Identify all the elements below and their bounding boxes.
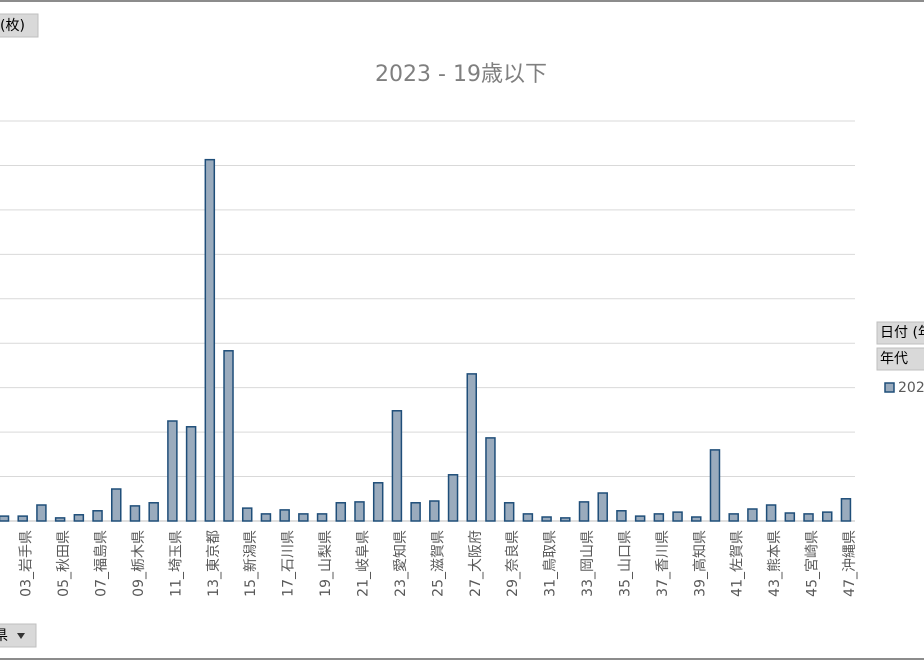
x-tick-label: 19_山梨県 (318, 530, 334, 597)
bar (17, 515, 28, 522)
x-tick-label: 33_岡山県 (580, 530, 596, 597)
legend-field-button[interactable]: 日付 (年 (876, 321, 924, 345)
bar (429, 500, 440, 522)
button-label: 日付 (年 (880, 325, 924, 341)
bar (241, 507, 253, 522)
bar (728, 513, 739, 522)
bar (522, 513, 534, 522)
chart-title: 2023 - 19歳以下 (375, 62, 547, 87)
button-label: 年代 (880, 351, 908, 367)
x-tick-label: 47_沖縄県 (842, 530, 858, 597)
legend-label: 2023 (898, 380, 924, 396)
bar (560, 517, 571, 522)
x-tick-label: 37_香川県 (655, 530, 671, 597)
bar (765, 504, 777, 522)
bar (485, 437, 496, 522)
button-label: 県 (0, 628, 8, 644)
button-bg (876, 321, 924, 345)
x-tick-label: 09_栃木県 (131, 530, 147, 597)
legend-item: 2023 (884, 380, 924, 396)
bar (335, 502, 347, 522)
bar (167, 420, 178, 522)
bar (578, 501, 590, 522)
bar (260, 513, 272, 522)
bar (709, 449, 721, 522)
x-tick-label: 25_滋賀県 (430, 530, 446, 597)
legend-swatch (884, 382, 895, 393)
bar (653, 513, 665, 522)
x-tick-label: 31_鳥取県 (543, 530, 559, 597)
x-tick-label: 29_奈良県 (505, 530, 521, 597)
bar (840, 498, 852, 522)
bar (747, 508, 758, 522)
x-tick-label: 27_大阪府 (468, 530, 484, 597)
bar (616, 510, 627, 522)
x-tick-label: 11_埼玉県 (168, 530, 184, 597)
bar (503, 502, 515, 522)
bar (466, 373, 477, 522)
x-tick-label: 13_東京都 (206, 530, 222, 597)
bar (372, 482, 384, 522)
bar (391, 410, 403, 522)
bar (541, 516, 552, 522)
x-tick-label: 23_愛知県 (392, 530, 409, 597)
x-tick-label: 03_岩手県 (19, 530, 35, 597)
dropdown-arrow (17, 633, 25, 639)
bar (185, 426, 197, 522)
bar (54, 517, 66, 522)
bar (204, 158, 216, 522)
bar (354, 501, 365, 522)
bar (111, 488, 122, 522)
bar (0, 515, 10, 522)
x-tick-label: 15_新潟県 (243, 530, 259, 597)
x-tick-label: 41_佐賀県 (730, 530, 746, 597)
value-field-button[interactable]: (枚) (0, 13, 39, 38)
button-label: (枚) (0, 18, 25, 34)
bar (73, 514, 85, 522)
button-bg (0, 623, 37, 648)
bar (36, 504, 47, 522)
bar (672, 511, 683, 522)
x-tick-label: 05_秋田県 (56, 530, 72, 597)
bar (129, 505, 141, 522)
button-bg (0, 13, 39, 38)
bar (298, 513, 309, 522)
x-tick-label: 21_岐阜県 (354, 530, 371, 597)
bar (821, 511, 833, 522)
bar (279, 509, 290, 522)
bar (148, 502, 159, 522)
x-tick-label: 07_福島県 (94, 530, 110, 597)
bar (447, 474, 459, 522)
x-tick-label: 35_山口県 (617, 530, 633, 597)
bar (92, 510, 103, 522)
bar (597, 492, 608, 522)
bar (316, 513, 328, 522)
bar (691, 516, 702, 522)
bar (634, 515, 646, 522)
bar (803, 513, 814, 522)
bar (223, 350, 234, 522)
x-tick-label: 43_熊本県 (767, 530, 783, 597)
bar (784, 512, 796, 522)
x-tick-label: 17_石川県 (281, 530, 297, 597)
x-tick-label: 45_宮崎県 (805, 530, 821, 597)
bar (410, 502, 421, 522)
x-tick-label: 39_高知県 (691, 530, 708, 597)
axis-field-button[interactable]: 県 (0, 623, 37, 648)
legend-field-button[interactable]: 年代 (876, 347, 924, 371)
button-bg (876, 347, 924, 371)
